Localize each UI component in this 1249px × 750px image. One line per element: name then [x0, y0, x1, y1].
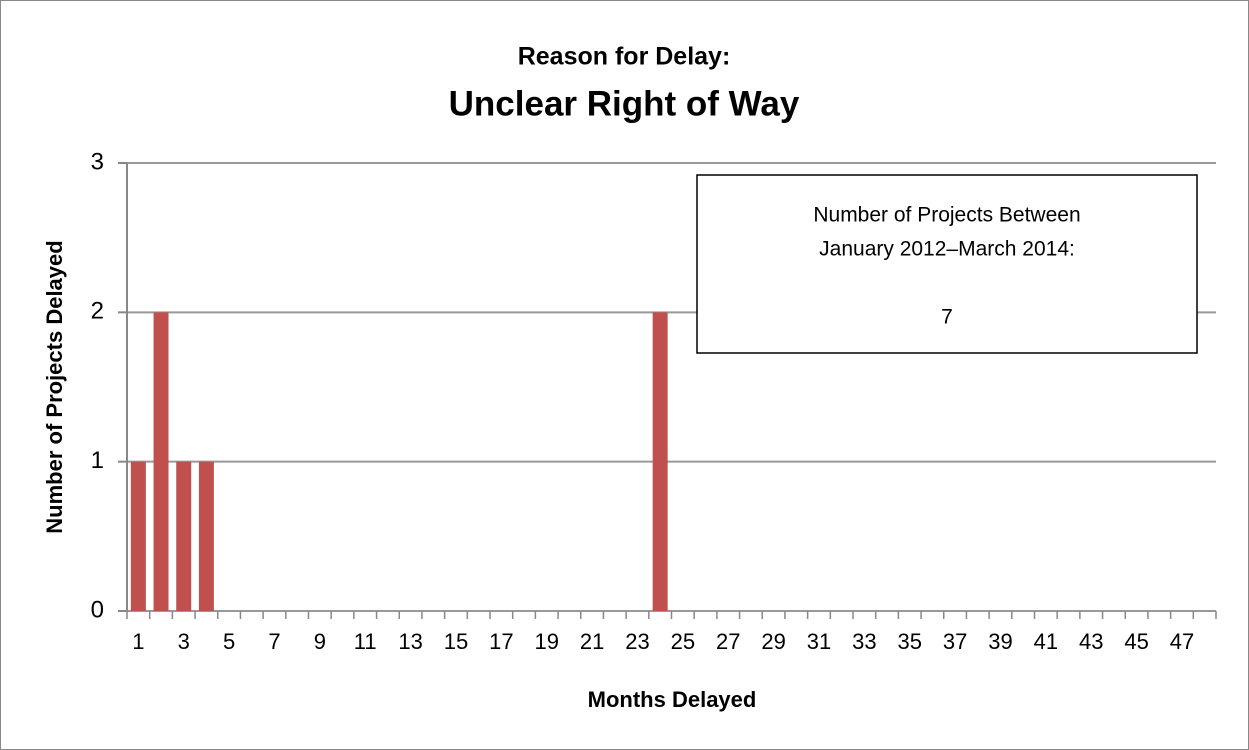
- bar: [198, 461, 214, 611]
- x-tick-label: 43: [1079, 629, 1103, 654]
- annotation-text: January 2012–March 2014:: [819, 238, 1075, 261]
- x-tick-label: 17: [489, 629, 513, 654]
- x-tick-label: 1: [132, 629, 144, 654]
- x-tick-label: 29: [761, 629, 785, 654]
- y-tick-label: 0: [91, 596, 104, 623]
- annotation-box: [696, 174, 1198, 354]
- x-axis-label: Months Delayed: [588, 687, 757, 712]
- chart-title: Reason for Delay:: [518, 43, 731, 71]
- annotation-text: Number of Projects Between: [813, 204, 1080, 227]
- x-tick-label: 3: [178, 629, 190, 654]
- bar: [176, 461, 192, 611]
- x-tick-label: 19: [534, 629, 558, 654]
- x-tick-label: 27: [716, 629, 740, 654]
- x-tick-label: 21: [580, 629, 604, 654]
- x-tick-label: 13: [398, 629, 422, 654]
- x-tick-label: 39: [988, 629, 1012, 654]
- x-tick-label: 7: [268, 629, 280, 654]
- x-tick-label: 23: [625, 629, 649, 654]
- x-tick-label: 41: [1034, 629, 1058, 654]
- bar: [652, 312, 668, 611]
- x-tick-label: 45: [1124, 629, 1148, 654]
- x-tick-label: 33: [852, 629, 876, 654]
- x-tick-label: 25: [671, 629, 695, 654]
- annotation-value: 7: [941, 306, 953, 329]
- bar: [130, 461, 146, 611]
- y-axis-label: Number of Projects Delayed: [42, 240, 67, 533]
- chart-subtitle: Unclear Right of Way: [449, 84, 800, 123]
- y-tick-label: 3: [91, 148, 104, 175]
- x-tick-label: 47: [1170, 629, 1194, 654]
- x-tick-label: 11: [354, 629, 377, 654]
- x-tick-label: 15: [444, 629, 468, 654]
- y-tick-label: 1: [91, 447, 104, 474]
- x-tick-label: 35: [897, 629, 921, 654]
- x-tick-label: 37: [943, 629, 967, 654]
- bar: [153, 312, 169, 611]
- x-tick-label: 9: [314, 629, 326, 654]
- y-tick-label: 2: [91, 298, 104, 325]
- x-tick-label: 31: [807, 629, 831, 654]
- x-tick-label: 5: [223, 629, 235, 654]
